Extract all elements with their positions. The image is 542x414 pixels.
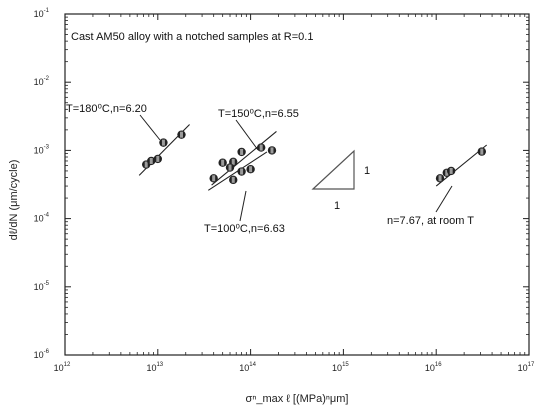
- x-tick-label: 1013: [146, 362, 163, 373]
- x-tick-label: 1017: [518, 362, 535, 373]
- data-points: [142, 130, 486, 185]
- data-point-highlight: [240, 168, 244, 175]
- arrow-room-t: [435, 185, 453, 213]
- data-point-highlight: [438, 175, 442, 182]
- x-tick-label: 1014: [239, 362, 256, 373]
- plot-frame: [64, 13, 530, 356]
- data-point-highlight: [149, 157, 153, 164]
- slope-triangle: [311, 149, 355, 190]
- annotation-150c: T=150⁰C,n=6.55: [218, 108, 299, 120]
- data-point-highlight: [231, 158, 235, 165]
- slope-run-label: 1: [334, 200, 340, 212]
- x-tick-label: 1012: [54, 362, 71, 373]
- slope-rise-label: 1: [364, 165, 370, 177]
- axis-ticks: 1012 1013 1014 1015 1016 1017 10-1 10-2 10-3 10-4…: [34, 8, 535, 373]
- data-point-highlight: [270, 147, 274, 154]
- y-tick-label: 10-2: [34, 76, 50, 87]
- data-point-highlight: [156, 155, 160, 162]
- x-tick-label: 1015: [332, 362, 349, 373]
- fit-lines: [138, 124, 488, 191]
- arrow-150c: [235, 119, 259, 151]
- x-tick-label: 1016: [425, 362, 442, 373]
- data-point-highlight: [231, 176, 235, 183]
- fit-line: [211, 130, 277, 186]
- data-point-highlight: [259, 144, 263, 151]
- data-point-highlight: [240, 148, 244, 155]
- y-tick-label: 10-1: [34, 8, 50, 19]
- data-point-highlight: [480, 148, 484, 155]
- data-point-highlight: [144, 161, 148, 168]
- chart-title: Cast AM50 alloy with a notched samples a…: [71, 31, 313, 43]
- x-axis-title: σⁿ_max ℓ [(MPa)ⁿμm]: [246, 393, 349, 405]
- annotation-100c: T=100⁰C,n=6.63: [204, 223, 285, 235]
- y-tick-label: 10-4: [34, 213, 50, 224]
- data-point-highlight: [212, 175, 216, 182]
- arrow-180c: [139, 114, 161, 141]
- data-point-highlight: [249, 166, 253, 173]
- data-point-highlight: [161, 139, 165, 146]
- arrow-100c: [239, 190, 247, 222]
- data-point-highlight: [179, 131, 183, 138]
- data-point-highlight: [228, 164, 232, 171]
- data-point-highlight: [221, 159, 225, 166]
- data-point-highlight: [449, 167, 453, 174]
- data-point-highlight: [445, 169, 449, 176]
- y-tick-label: 10-6: [34, 349, 50, 360]
- annotation-room-t: n=7.67, at room T: [387, 215, 474, 227]
- y-tick-label: 10-5: [34, 281, 50, 292]
- annotation-180c: T=180⁰C,n=6.20: [66, 103, 147, 115]
- y-tick-label: 10-3: [34, 144, 50, 155]
- y-axis-title: dℓ/dN (μm/cycle): [8, 160, 20, 241]
